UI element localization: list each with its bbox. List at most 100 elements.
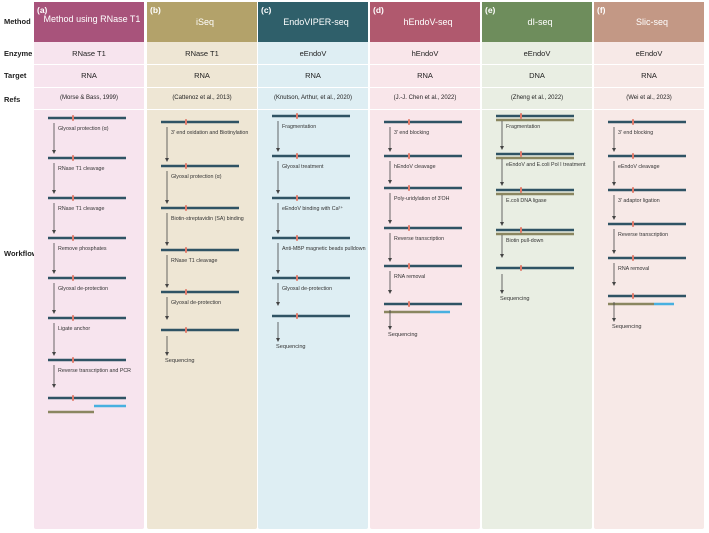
enzyme-value: RNase T1 (185, 49, 219, 58)
arrow-head (388, 258, 392, 262)
refs-value: (J.-J. Chen et al., 2022) (393, 95, 457, 101)
row-divider (482, 87, 592, 88)
row-divider (594, 64, 704, 65)
workflow-panel: 3' end blocking hEndoV cleavage Poly-uridy… (370, 112, 480, 529)
arrow-head (612, 216, 616, 220)
method-header: (b) iSeq (147, 2, 257, 42)
method-name: hEndoV-seq (403, 17, 453, 27)
inosine-mark (296, 153, 298, 159)
workflow-step: RNase T1 cleavage (58, 166, 105, 172)
arrow-head (500, 146, 504, 150)
workflow-step: 3' end oxidation and Biotinylation (171, 130, 249, 136)
row-divider (147, 109, 257, 110)
inosine-mark (520, 227, 522, 233)
workflow-diagram (608, 119, 686, 322)
row-divider (258, 109, 368, 110)
target-value: RNA (417, 71, 433, 80)
row-label-method: Method (4, 17, 31, 26)
arrow-head (52, 190, 56, 194)
workflow-step: Biotin pull-down (506, 238, 544, 244)
arrow-head (276, 338, 280, 342)
panel-letter: (b) (150, 5, 161, 15)
row-divider (258, 64, 368, 65)
row-divider (482, 109, 592, 110)
arrow-head (52, 384, 56, 388)
method-column: (e) dI-seq eEndoV DNA (Zheng et al., 2022) Fr… (482, 2, 592, 529)
arrow-head (276, 148, 280, 152)
row-label-target: Target (4, 71, 27, 80)
sequencing-label: Sequencing (165, 358, 195, 364)
inosine-mark (185, 247, 187, 253)
workflow-step: Biotin-streptavidin (SA) binding (171, 216, 244, 222)
arrow-head (388, 290, 392, 294)
arrow-head (388, 148, 392, 152)
arrow-head (52, 150, 56, 154)
arrow-head (388, 326, 392, 330)
row-divider (594, 87, 704, 88)
workflow-diagram (161, 119, 239, 356)
arrow-head (500, 182, 504, 186)
method-header: (d) hEndoV-seq (370, 2, 480, 42)
arrow-head (165, 242, 169, 246)
inosine-mark (72, 235, 74, 241)
workflow-panel: Glyoxal protection (α) RNase T1 cleavage R… (34, 112, 144, 529)
workflow-step: 3' end blocking (394, 130, 430, 136)
arrow-head (388, 180, 392, 184)
workflow-step: Reverse transcription (394, 236, 445, 242)
refs-value: (Knutson, Arthur, et al., 2020) (273, 95, 353, 101)
method-column: (c) EndoVIPER-seq eEndoV RNA (Knutson, Arthu… (258, 2, 368, 529)
workflow-step: Reverse transcription (618, 232, 669, 238)
inosine-mark (632, 119, 634, 125)
inosine-mark (185, 289, 187, 295)
enzyme-value: eEndoV (299, 49, 327, 58)
inosine-mark (185, 205, 187, 211)
method-header: (e) dI-seq (482, 2, 592, 42)
workflow-step: Ligate anchor (58, 326, 91, 332)
row-divider (258, 87, 368, 88)
method-column: (d) hEndoV-seq hEndoV RNA (J.-J. Chen et al.… (370, 2, 480, 529)
row-divider (34, 64, 144, 65)
inosine-mark (72, 315, 74, 321)
arrow-head (165, 284, 169, 288)
sequencing-label: Sequencing (388, 332, 418, 338)
workflow-step: RNA removal (394, 274, 426, 280)
panel-letter: (f) (597, 5, 606, 15)
inosine-mark (632, 153, 634, 159)
method-column: (b) iSeq RNase T1 RNA (Cattenoz et al., 2013… (147, 2, 257, 529)
inosine-mark (520, 265, 522, 271)
arrow-head (276, 302, 280, 306)
method-column: (a) Method using RNase T1 RNase T1 RNA (Mors… (34, 2, 144, 529)
workflow-step: eEndoV binding with Ca²⁺ (282, 206, 344, 212)
panel-letter: (d) (373, 5, 384, 15)
workflow-step: Fragmentation (506, 124, 541, 130)
refs-value: (Wei et al., 2023) (626, 95, 672, 101)
arrow-head (612, 250, 616, 254)
arrow-head (612, 318, 616, 322)
inosine-mark (296, 275, 298, 281)
inosine-mark (520, 187, 522, 193)
inosine-mark (408, 225, 410, 231)
arrow-head (276, 190, 280, 194)
row-divider (594, 109, 704, 110)
sequencing-label: Sequencing (612, 324, 642, 330)
method-name: Method using RNase T1 (43, 14, 141, 24)
workflow-panel: Fragmentation Glyoxal treatment eEndoV bin… (258, 112, 368, 529)
workflow-step: hEndoV cleavage (394, 164, 436, 170)
inosine-mark (72, 195, 74, 201)
workflow-panel: Fragmentation eEndoV and E.coli Pol I tre… (482, 112, 592, 529)
enzyme-value: eEndoV (635, 49, 663, 58)
workflow-step: Reverse transcription and PCR (58, 368, 132, 374)
inosine-mark (408, 185, 410, 191)
row-divider (34, 87, 144, 88)
inosine-mark (408, 263, 410, 269)
arrow-head (165, 200, 169, 204)
inosine-mark (296, 113, 298, 119)
arrow-head (52, 270, 56, 274)
enzyme-value: hEndoV (411, 49, 439, 58)
method-name: Slic-seq (635, 17, 668, 27)
inosine-mark (72, 115, 74, 121)
row-divider (370, 64, 480, 65)
workflow-step: 3' end blocking (618, 130, 654, 136)
workflow-step: eEndoV and E.coli Pol I treatment (506, 162, 586, 168)
inosine-mark (632, 255, 634, 261)
